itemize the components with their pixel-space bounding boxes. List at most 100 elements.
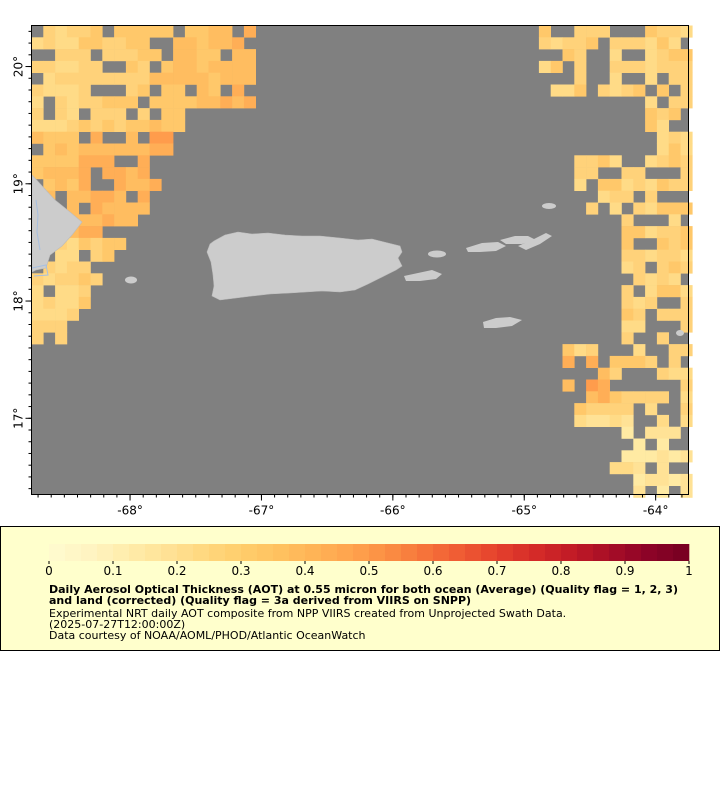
aot-cell [31, 332, 44, 345]
colorbar-swatch [417, 544, 434, 561]
aot-cell [680, 84, 693, 97]
colorbar-swatch [593, 544, 610, 561]
aot-cell [656, 308, 669, 321]
colorbar-swatch [353, 544, 370, 561]
colorbar-swatch [529, 544, 546, 561]
colorbar-swatch [321, 544, 338, 561]
aot-cell [220, 60, 233, 73]
aot-cell [137, 202, 150, 215]
aot-cell [55, 308, 68, 321]
aot-cell [656, 226, 669, 239]
aot-cell [66, 72, 79, 85]
aot-cell [656, 473, 669, 486]
aot-cell [173, 119, 186, 132]
aot-cell [125, 25, 138, 38]
aot-cell [680, 367, 693, 380]
aot-cell [66, 155, 79, 168]
aot-cell [621, 403, 634, 416]
aot-cell [55, 60, 68, 73]
aot-cell [90, 190, 103, 203]
colorbar-swatches [49, 544, 690, 561]
aot-cell [43, 273, 56, 286]
aot-cell [90, 119, 103, 132]
aot-cell [102, 143, 115, 156]
aot-cell [78, 285, 91, 298]
aot-cell [621, 320, 634, 333]
aot-cell [90, 60, 103, 73]
aot-cell [78, 155, 91, 168]
aot-cell [680, 308, 693, 321]
aot-cell [173, 96, 186, 109]
aot-cell [574, 414, 587, 427]
aot-cell [161, 60, 174, 73]
aot-cell [43, 84, 56, 97]
aot-cell [597, 190, 610, 203]
aot-cell [137, 25, 150, 38]
aot-cell [102, 37, 115, 50]
aot-cell [656, 485, 669, 498]
aot-cell [78, 72, 91, 85]
aot-cell [668, 450, 681, 463]
aot-cell [609, 72, 622, 85]
aot-cell [125, 131, 138, 144]
aot-cell [656, 426, 669, 439]
aot-cell [220, 96, 233, 109]
legend-title: Daily Aerosol Optical Thickness (AOT) at… [49, 583, 678, 607]
aot-cell [196, 49, 209, 62]
aot-cell [597, 367, 610, 380]
aot-cell [114, 119, 127, 132]
aot-cell [114, 178, 127, 191]
aot-cell [586, 414, 599, 427]
aot-cell [66, 25, 79, 38]
aot-cell [102, 119, 115, 132]
aot-cell [668, 249, 681, 262]
aot-cell [680, 391, 693, 404]
aot-cell [621, 226, 634, 239]
aot-cell [43, 155, 56, 168]
aot-cell [149, 72, 162, 85]
aot-cell [66, 96, 79, 109]
aot-cell [196, 96, 209, 109]
aot-cell [668, 273, 681, 286]
aot-cell [78, 60, 91, 73]
aot-cell [645, 450, 658, 463]
aot-cell [680, 249, 693, 262]
aot-cell [55, 285, 68, 298]
colorbar-swatch [497, 544, 514, 561]
colorbar-tick-label: 0.1 [103, 564, 122, 578]
aot-cell [668, 202, 681, 215]
aot-cell [680, 320, 693, 333]
aot-cell [66, 178, 79, 191]
aot-cell [102, 237, 115, 250]
aot-cell [43, 143, 56, 156]
aot-cell [66, 190, 79, 203]
aot-cell [621, 261, 634, 274]
aot-cell [668, 226, 681, 239]
colorbar-swatch [609, 544, 626, 561]
aot-cell [114, 37, 127, 50]
aot-cell [609, 391, 622, 404]
aot-cell [656, 438, 669, 451]
aot-cell [137, 60, 150, 73]
aot-cell [680, 72, 693, 85]
aot-cell [55, 72, 68, 85]
aot-cell [656, 60, 669, 73]
aot-cell [680, 261, 693, 274]
aot-cell [102, 190, 115, 203]
aot-cell [633, 355, 646, 368]
aot-cell [78, 143, 91, 156]
aot-cell [31, 131, 44, 144]
colorbar-swatch [81, 544, 98, 561]
map-panel: -68° -67° -66° -65° -64° 20° 19° 18° 17° [12, 25, 693, 518]
aot-cell [78, 190, 91, 203]
aot-cell [609, 190, 622, 203]
virgin-islands-1 [466, 242, 506, 252]
aot-cell [586, 167, 599, 180]
aot-cell [31, 84, 44, 97]
aot-cell [668, 25, 681, 38]
aot-cell [621, 84, 634, 97]
colorbar-tick-label: 1 [685, 564, 693, 578]
aot-cell [78, 37, 91, 50]
aot-cell [574, 403, 587, 416]
lon-tick-label: -68° [117, 504, 143, 518]
